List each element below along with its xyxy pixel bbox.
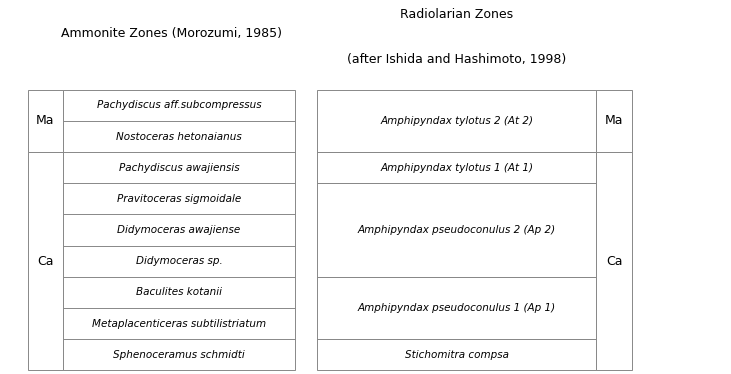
Text: Amphipyndax pseudoconulus 1 (Ap 1): Amphipyndax pseudoconulus 1 (Ap 1) (357, 303, 556, 313)
Bar (596, 90, 632, 152)
Text: Metaplacenticeras subtilistriatum: Metaplacenticeras subtilistriatum (92, 319, 266, 328)
Text: Ca: Ca (606, 255, 622, 268)
Bar (317, 90, 596, 370)
Text: (after Ishida and Hashimoto, 1998): (after Ishida and Hashimoto, 1998) (347, 53, 567, 66)
Text: Amphipyndax tylotus 1 (At 1): Amphipyndax tylotus 1 (At 1) (380, 163, 534, 173)
Text: Ammonite Zones (Morozumi, 1985): Ammonite Zones (Morozumi, 1985) (61, 27, 282, 40)
Text: Pravitoceras sigmoidale: Pravitoceras sigmoidale (117, 194, 241, 204)
Text: Radiolarian Zones: Radiolarian Zones (401, 9, 513, 21)
Text: Pachydiscus awajiensis: Pachydiscus awajiensis (118, 163, 240, 173)
Text: Stichomitra compsa: Stichomitra compsa (405, 350, 509, 360)
Text: Baculites kotanii: Baculites kotanii (136, 287, 222, 297)
Text: Amphipyndax tylotus 2 (At 2): Amphipyndax tylotus 2 (At 2) (380, 116, 534, 126)
Bar (28, 152, 63, 370)
Bar (28, 90, 63, 152)
Text: Sphenoceramus schmidti: Sphenoceramus schmidti (113, 350, 245, 360)
Text: Ca: Ca (37, 255, 53, 268)
Text: Pachydiscus aff.subcompressus: Pachydiscus aff.subcompressus (96, 100, 262, 110)
Text: Ma: Ma (605, 114, 624, 128)
Text: Ma: Ma (36, 114, 55, 128)
Bar (63, 90, 295, 370)
Text: Amphipyndax pseudoconulus 2 (Ap 2): Amphipyndax pseudoconulus 2 (Ap 2) (357, 225, 556, 235)
Text: Didymoceras sp.: Didymoceras sp. (136, 256, 222, 266)
Bar (596, 152, 632, 370)
Text: Didymoceras awajiense: Didymoceras awajiense (118, 225, 240, 235)
Text: Nostoceras hetonaianus: Nostoceras hetonaianus (116, 132, 242, 141)
